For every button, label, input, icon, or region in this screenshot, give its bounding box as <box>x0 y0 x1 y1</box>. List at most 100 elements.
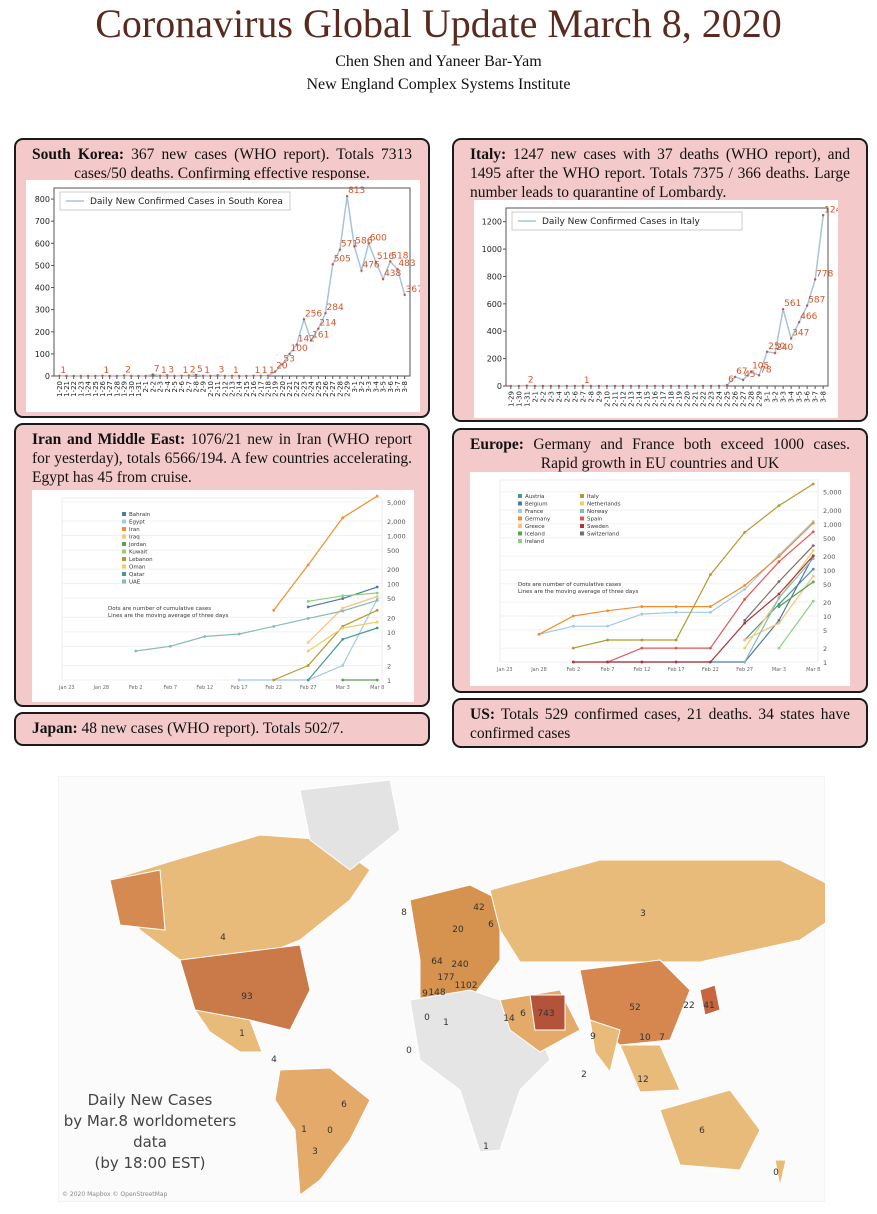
x-tick-label: Feb 12 <box>196 685 213 691</box>
x-tick-label: 3-4 <box>788 390 796 402</box>
point <box>324 311 327 315</box>
body-text: 1247 new cases with 37 deaths (WHO repor… <box>470 146 850 201</box>
legend-swatch <box>518 539 522 543</box>
y-tick-label: 5 <box>823 627 827 635</box>
x-tick-label: 3-5 <box>380 381 388 392</box>
data-label: 1 <box>269 366 275 376</box>
point <box>306 649 310 653</box>
legend-label: Iraq <box>129 535 140 541</box>
point <box>805 304 809 307</box>
point <box>281 363 284 366</box>
x-tick-label: 2-22 <box>700 391 708 407</box>
legend-box <box>59 191 291 211</box>
data-label: 161 <box>312 330 329 340</box>
point <box>173 374 176 378</box>
europe <box>409 884 501 1001</box>
map-label: 20 <box>452 925 464 935</box>
point <box>375 620 379 624</box>
point <box>65 374 68 378</box>
point <box>389 260 392 263</box>
greenland <box>299 779 401 871</box>
x-tick-label: 2-3 <box>547 391 555 402</box>
point <box>306 605 310 609</box>
point <box>777 646 781 650</box>
point <box>581 384 585 388</box>
data-label: 2 <box>528 376 534 386</box>
map-label: 3 <box>312 1147 318 1157</box>
series-line <box>607 555 814 663</box>
legend-label: Sweden <box>587 524 609 530</box>
point <box>509 384 513 388</box>
data-label: 1 <box>204 366 210 376</box>
legend-label: Belgium <box>525 502 548 508</box>
x-tick-label: 2-25 <box>315 381 323 397</box>
x-tick-label: 2-21 <box>286 381 294 397</box>
point <box>677 384 681 388</box>
x-tick-label: 2-9 <box>595 391 603 402</box>
data-label: 2 <box>125 366 131 376</box>
point <box>537 632 541 636</box>
y-tick-label: 200 <box>823 553 835 561</box>
x-tick-label: 2-2 <box>539 391 547 402</box>
x-tick-label: 2-23 <box>300 381 308 397</box>
x-tick-label: 3-1 <box>351 381 359 392</box>
point <box>741 378 745 382</box>
x-tick-label: 2-6 <box>178 380 186 392</box>
legend-label: Netherlands <box>587 502 621 508</box>
panel-text: US: Totals 529 confirmed cases, 21 death… <box>470 705 850 743</box>
point <box>571 624 575 628</box>
y-tick-label: 20 <box>387 614 395 622</box>
x-tick-label: 1-30 <box>128 381 136 397</box>
point <box>237 678 241 682</box>
map-label: 41 <box>703 1001 714 1011</box>
x-tick-label: 2-27 <box>329 381 337 397</box>
point <box>674 610 678 614</box>
point <box>743 530 747 534</box>
x-tick-label: 2-26 <box>732 390 740 406</box>
map-label: 4 <box>271 1055 277 1065</box>
x-tick-label: 2-13 <box>627 391 635 407</box>
point <box>341 664 345 667</box>
x-tick-label: 2-4 <box>555 390 563 402</box>
x-tick-label: 2-11 <box>611 391 619 407</box>
map-label: 9 <box>590 1032 596 1042</box>
point <box>541 384 545 388</box>
point <box>693 384 697 388</box>
data-label: 1 <box>60 366 66 376</box>
series-line <box>59 196 406 377</box>
point <box>573 384 577 388</box>
map-label: 93 <box>241 992 252 1002</box>
y-tick-label: 2,000 <box>823 507 842 515</box>
y-tick-label: 50 <box>823 581 831 589</box>
data-label: 476 <box>362 261 379 271</box>
map-label: 6 <box>488 920 494 930</box>
x-tick-label: 2-29 <box>344 381 352 397</box>
data-label: 3 <box>168 365 174 375</box>
point <box>341 594 345 598</box>
point <box>166 374 169 377</box>
x-tick-label: 2-19 <box>272 381 280 397</box>
legend-swatch <box>122 579 126 584</box>
x-tick-label: 2-6 <box>571 390 579 402</box>
data-label: 1 <box>255 366 261 376</box>
panel: US: Totals 529 confirmed cases, 21 death… <box>452 698 868 748</box>
series-line <box>573 531 814 663</box>
y-tick-label: 800 <box>487 272 502 281</box>
x-tick-label: Jan 28 <box>530 667 547 673</box>
point <box>743 619 747 622</box>
iran <box>529 994 566 1031</box>
point <box>375 626 379 630</box>
point <box>288 352 291 356</box>
annotation: Dots are number of cumulative cases <box>518 582 621 588</box>
legend-label: Egypt <box>129 520 146 526</box>
series-line <box>510 215 824 387</box>
y-tick-label: 2,000 <box>387 518 406 526</box>
x-tick-label: 3-6 <box>387 380 395 392</box>
x-tick-label: Mar 3 <box>336 685 350 691</box>
map-caption: by Mar.8 worldometers <box>64 1112 237 1130</box>
x-tick-label: 2-17 <box>659 391 667 407</box>
data-label: 483 <box>398 259 415 269</box>
point <box>341 609 345 613</box>
map-caption: Daily New Cases <box>88 1091 213 1109</box>
